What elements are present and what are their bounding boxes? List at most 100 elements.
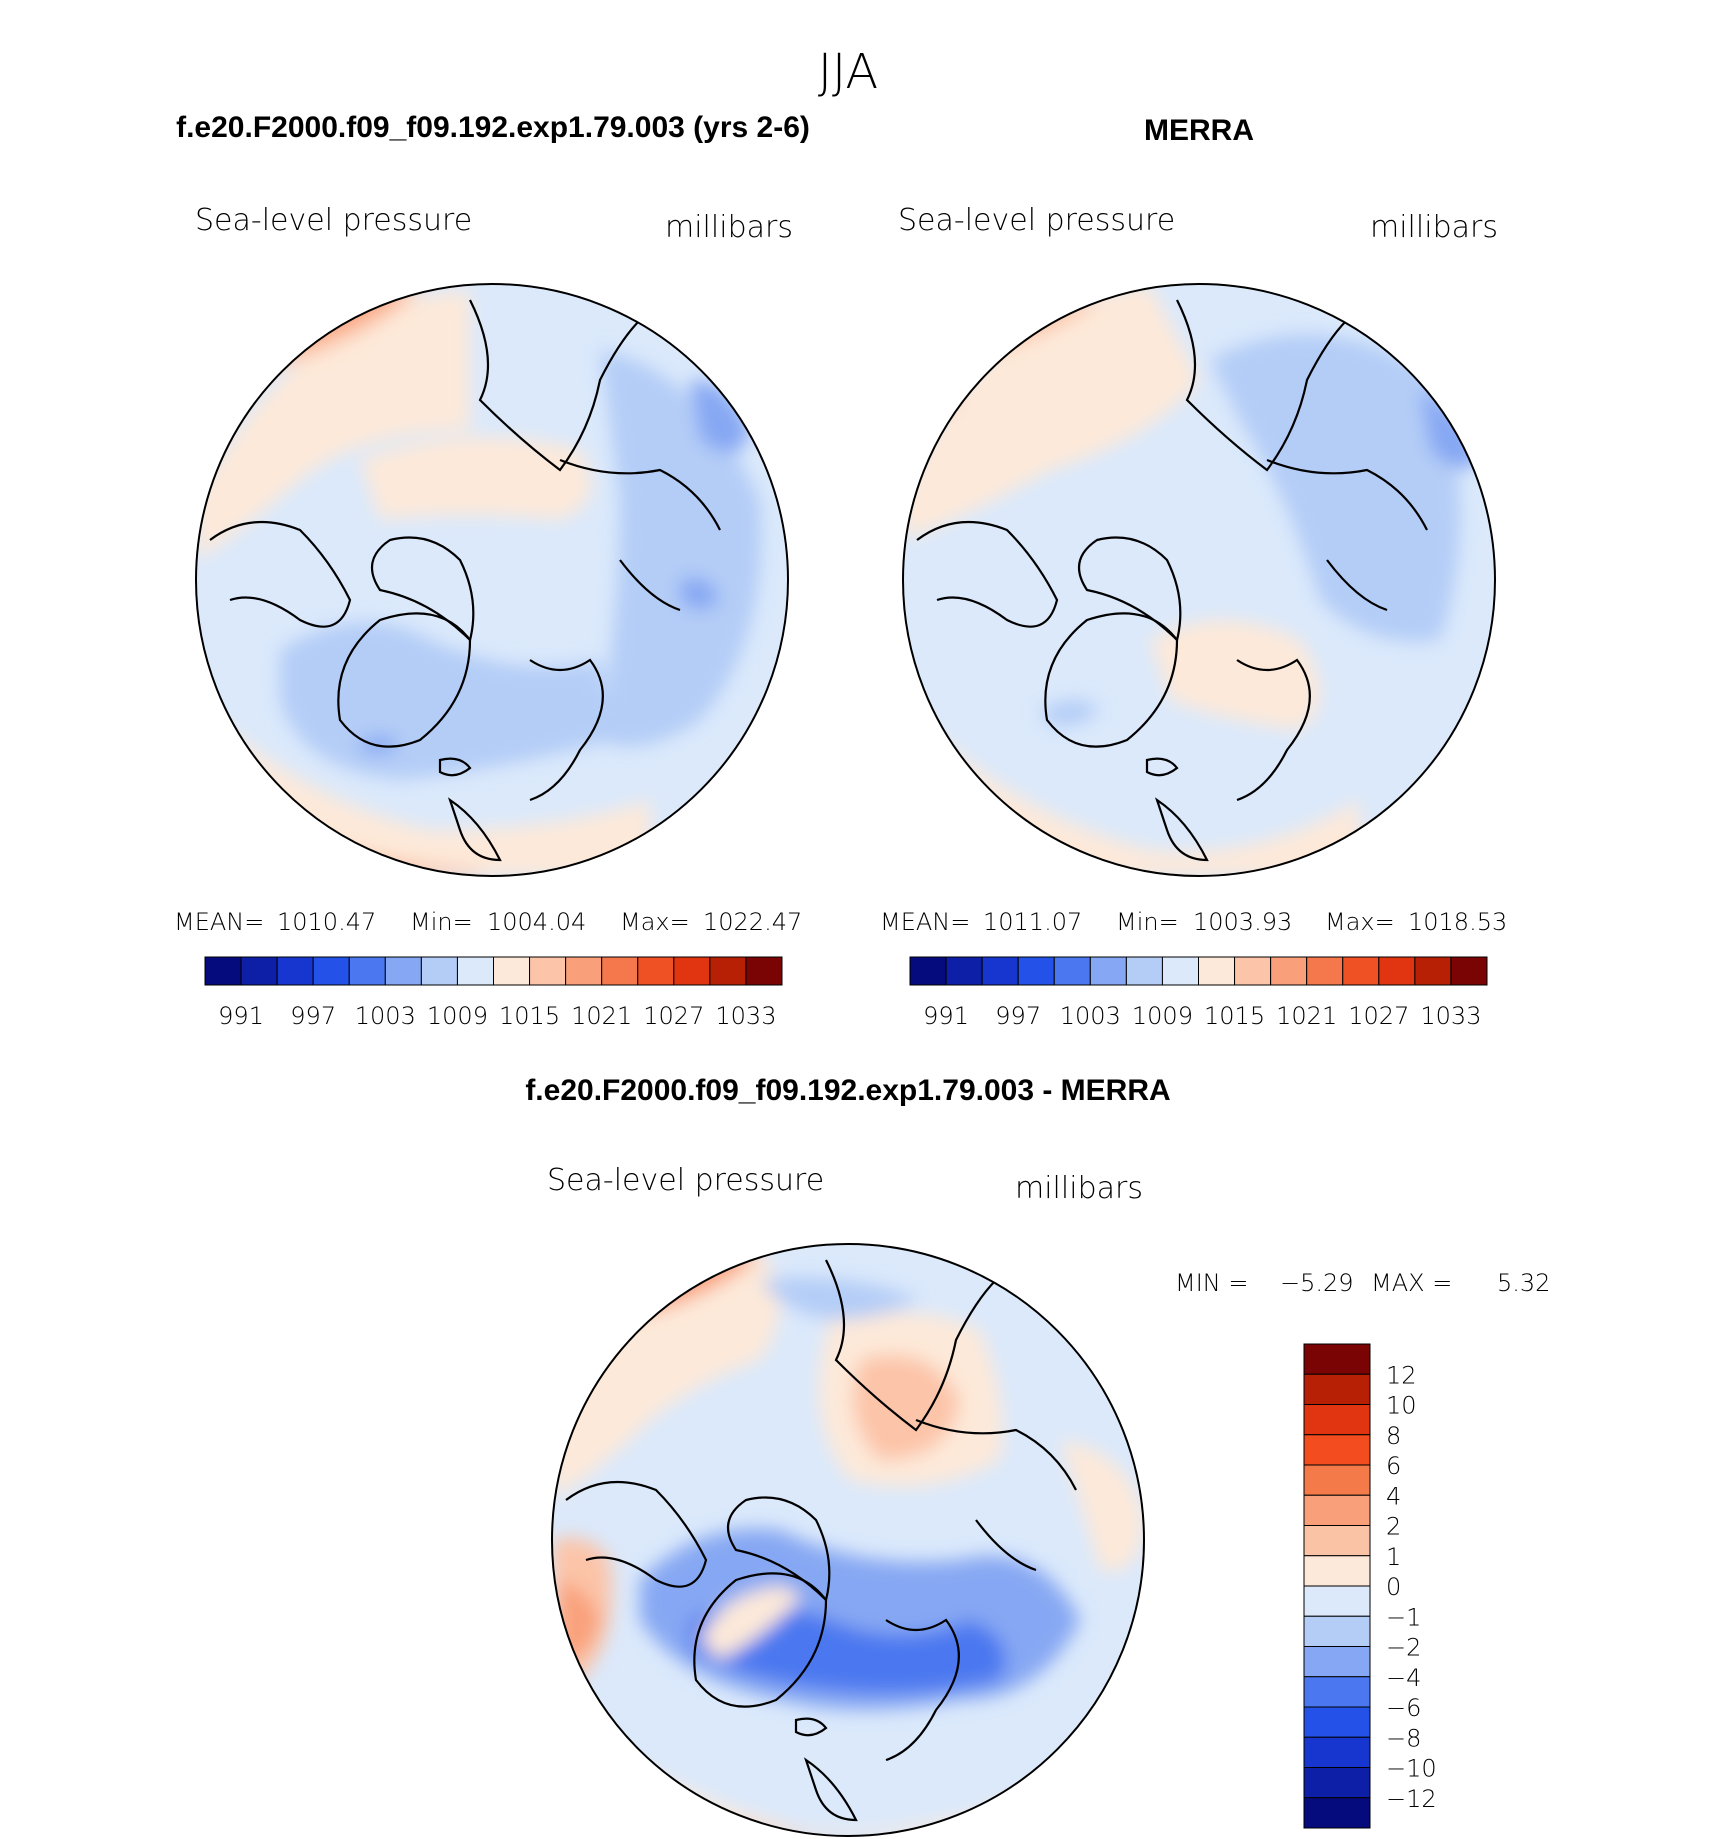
diff-units-label: millibars xyxy=(1015,1171,1143,1206)
diff-colorbar-swatch xyxy=(1303,1797,1371,1829)
model-colorbar-tick-label: 997 xyxy=(290,1002,336,1030)
obs-colorbar-swatch xyxy=(1089,956,1127,986)
diff-panel-title: f.e20.F2000.f09_f09.192.exp1.79.003 - ME… xyxy=(525,1074,1170,1107)
diff-colorbar-tick-label: 0 xyxy=(1386,1573,1401,1601)
model-variable-label: Sea-level pressure xyxy=(195,203,472,238)
model-max-label: Max= xyxy=(620,908,690,936)
obs-max-value: 1018.53 xyxy=(1408,908,1507,936)
model-colorbar-swatch xyxy=(637,956,675,986)
model-colorbar-swatch xyxy=(276,956,314,986)
model-colorbar-swatch xyxy=(709,956,747,986)
diff-colorbar-tick-label: −6 xyxy=(1386,1694,1421,1722)
model-panel: Sea-level pressure millibars xyxy=(174,203,802,1030)
page-title: JJA xyxy=(818,44,878,100)
obs-colorbar-tick-label: 997 xyxy=(995,1002,1041,1030)
model-colorbar-tick-label: 1009 xyxy=(427,1002,488,1030)
diff-colorbar-swatch xyxy=(1303,1615,1371,1647)
diff-colorbar-swatch xyxy=(1303,1736,1371,1768)
obs-colorbar-tick-label: 1003 xyxy=(1060,1002,1121,1030)
diff-colorbar-tick-label: −2 xyxy=(1386,1634,1421,1662)
obs-colorbar-swatch xyxy=(1125,956,1163,986)
model-min-label: Min= xyxy=(410,908,473,936)
obs-map xyxy=(903,284,1495,876)
model-colorbar-tick-label: 1003 xyxy=(355,1002,416,1030)
diff-colorbar-tick-label: 12 xyxy=(1386,1361,1417,1389)
model-colorbar-swatch xyxy=(565,956,603,986)
diff-panel: Sea-level pressure millibars xyxy=(547,1163,1550,1837)
diff-map xyxy=(552,1244,1144,1836)
obs-colorbar-swatch xyxy=(1270,956,1308,986)
model-colorbar-swatch xyxy=(493,956,531,986)
obs-colorbar-swatch xyxy=(1378,956,1416,986)
obs-colorbar-swatch xyxy=(1414,956,1452,986)
model-colorbar-tick-label: 991 xyxy=(218,1002,264,1030)
diff-colorbar-tick-label: 1 xyxy=(1386,1543,1401,1571)
obs-colorbar-swatch xyxy=(1053,956,1091,986)
diff-colorbar-tick-label: −4 xyxy=(1386,1664,1421,1692)
diff-colorbar-swatch xyxy=(1303,1646,1371,1678)
obs-colorbar-swatch xyxy=(1450,956,1488,986)
model-units-label: millibars xyxy=(665,210,793,245)
obs-colorbar-swatch xyxy=(1342,956,1380,986)
obs-colorbar-swatch xyxy=(981,956,1019,986)
obs-panel: Sea-level pressure millibars xyxy=(880,203,1507,1030)
obs-colorbar-tick-label: 991 xyxy=(923,1002,969,1030)
diff-colorbar-swatch xyxy=(1303,1404,1371,1436)
obs-mean-label: MEAN= xyxy=(880,908,970,936)
obs-colorbar-tick-label: 1009 xyxy=(1132,1002,1193,1030)
obs-colorbar-tick-label: 1021 xyxy=(1276,1002,1337,1030)
diff-colorbar-tick-label: 4 xyxy=(1386,1482,1401,1510)
model-colorbar-swatch xyxy=(601,956,639,986)
model-colorbar-swatch xyxy=(204,956,242,986)
diff-variable-label: Sea-level pressure xyxy=(547,1163,824,1198)
diff-colorbar-swatch xyxy=(1303,1494,1371,1526)
diff-colorbar-swatch xyxy=(1303,1706,1371,1738)
model-panel-title: f.e20.F2000.f09_f09.192.exp1.79.003 (yrs… xyxy=(176,111,810,144)
obs-colorbar-swatch xyxy=(909,956,947,986)
diff-colorbar-tick-label: 2 xyxy=(1386,1513,1401,1541)
diff-colorbar-tick-label: −10 xyxy=(1386,1755,1437,1783)
model-colorbar-swatch xyxy=(456,956,494,986)
model-colorbar: 991 997 1003 1009 1015 1021 1027 1033 xyxy=(204,956,783,1030)
model-colorbar-tick-label: 1021 xyxy=(571,1002,632,1030)
model-colorbar-tick-label: 1027 xyxy=(643,1002,704,1030)
model-colorbar-swatch xyxy=(348,956,386,986)
diff-colorbar-tick-label: −12 xyxy=(1386,1785,1437,1813)
model-colorbar-swatch xyxy=(529,956,567,986)
diff-colorbar-swatch xyxy=(1303,1676,1371,1708)
obs-map-outline xyxy=(902,283,1496,877)
obs-max-label: Max= xyxy=(1325,908,1395,936)
diff-map-outline xyxy=(551,1243,1145,1837)
model-colorbar-tick-label: 1033 xyxy=(715,1002,776,1030)
model-colorbar-swatch xyxy=(240,956,278,986)
diff-min-value: −5.29 xyxy=(1280,1269,1354,1297)
diff-colorbar-swatch xyxy=(1303,1373,1371,1405)
model-colorbar-swatch xyxy=(384,956,422,986)
diff-colorbar-swatch xyxy=(1303,1525,1371,1557)
diff-colorbar-swatch xyxy=(1303,1767,1371,1799)
diff-colorbar-swatch xyxy=(1303,1585,1371,1617)
obs-colorbar: 991 997 1003 1009 1015 1021 1027 1033 xyxy=(909,956,1488,1030)
obs-colorbar-swatch xyxy=(1161,956,1199,986)
obs-colorbar-tick-label: 1033 xyxy=(1420,1002,1481,1030)
model-colorbar-swatch xyxy=(673,956,711,986)
diff-colorbar-swatch xyxy=(1303,1343,1371,1375)
model-mean-value: 1010.47 xyxy=(277,908,376,936)
model-map-outline xyxy=(195,283,789,877)
obs-colorbar-tick-label: 1027 xyxy=(1348,1002,1409,1030)
obs-colorbar-swatch xyxy=(1234,956,1272,986)
model-max-value: 1022.47 xyxy=(703,908,802,936)
obs-min-label: Min= xyxy=(1116,908,1179,936)
obs-colorbar-tick-label: 1015 xyxy=(1204,1002,1265,1030)
model-colorbar-tick-label: 1015 xyxy=(499,1002,560,1030)
diff-colorbar-tick-label: 8 xyxy=(1386,1422,1401,1450)
model-colorbar-swatch xyxy=(420,956,458,986)
diff-colorbar-tick-label: 6 xyxy=(1386,1452,1401,1480)
diff-colorbar-tick-label: 10 xyxy=(1386,1392,1417,1420)
diff-colorbar-tick-label: −8 xyxy=(1386,1724,1421,1752)
diff-colorbar-swatch xyxy=(1303,1434,1371,1466)
model-colorbar-swatch xyxy=(312,956,350,986)
diff-max-value: 5.32 xyxy=(1497,1269,1550,1297)
obs-colorbar-swatch xyxy=(1306,956,1344,986)
